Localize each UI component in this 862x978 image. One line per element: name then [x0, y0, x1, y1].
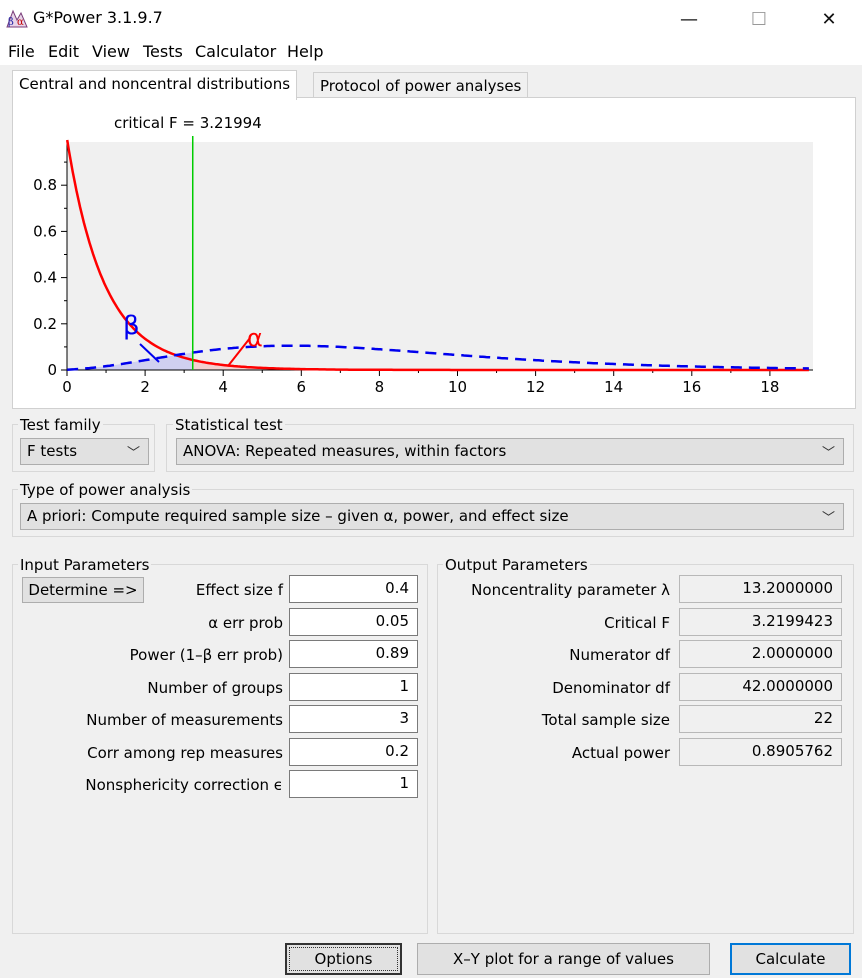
tab-protocol[interactable]: Protocol of power analyses	[313, 72, 529, 98]
svg-text:α: α	[17, 17, 24, 28]
distribution-chart: critical F = 3.21994 0 2 4 6 8 10 12 14 16 18 0 0.…	[33, 114, 813, 396]
actual-power-label: Actual power	[571, 744, 670, 762]
denominator-df-field: 42.0000000	[679, 673, 842, 701]
x-tick-label: 6	[297, 378, 307, 396]
corr-rep-measures-label: Corr among rep measures	[87, 744, 283, 762]
corr-rep-measures-field[interactable]: 0.2	[289, 738, 418, 766]
beta-pointer	[139, 343, 160, 363]
noncentrality-field: 13.2000000	[679, 575, 842, 603]
plot-background	[67, 142, 813, 370]
menu-edit[interactable]: Edit	[48, 42, 79, 61]
maximize-button[interactable]: ☐	[750, 8, 768, 30]
noncentrality-label: Noncentrality parameter λ	[471, 581, 670, 599]
number-of-measurements-field[interactable]: 3	[289, 705, 418, 733]
input-parameters-group	[12, 564, 428, 934]
denominator-df-label: Denominator df	[552, 679, 670, 697]
power-analysis-value: A priori: Compute required sample size –…	[27, 507, 569, 525]
x-tick-label: 2	[140, 378, 150, 396]
numerator-df-label: Numerator df	[569, 646, 670, 664]
statistical-test-value: ANOVA: Repeated measures, within factors	[183, 442, 507, 460]
alpha-region	[192, 360, 809, 370]
test-family-value: F tests	[27, 442, 78, 460]
y-tick-label: 0.8	[33, 176, 57, 194]
tab-distributions[interactable]: Central and noncentral distributions	[12, 70, 298, 100]
input-parameters-title: Input Parameters	[18, 556, 152, 574]
number-of-groups-label: Number of groups	[147, 679, 283, 697]
number-of-measurements-label: Number of measurements	[86, 711, 283, 729]
tab-bar: Central and noncentral distributions Pro…	[12, 70, 852, 100]
determine-button[interactable]: Determine =>	[22, 577, 144, 603]
x-tick-label: 12	[526, 378, 545, 396]
x-tick-label: 4	[218, 378, 228, 396]
test-family-select[interactable]: F tests ﹀	[20, 438, 149, 465]
x-tick-label: 16	[682, 378, 701, 396]
xy-plot-button[interactable]: X–Y plot for a range of values	[417, 943, 710, 975]
critical-f-label: critical F = 3.21994	[114, 114, 262, 132]
beta-region	[67, 352, 193, 370]
minimize-button[interactable]: —	[680, 8, 698, 30]
numerator-df-field: 2.0000000	[679, 640, 842, 668]
effect-size-label: Effect size f	[195, 581, 283, 599]
alpha-pointer	[227, 337, 251, 367]
menu-file[interactable]: File	[8, 42, 35, 61]
power-field[interactable]: 0.89	[289, 640, 418, 668]
y-tick-label: 0	[47, 361, 57, 379]
menu-view[interactable]: View	[92, 42, 130, 61]
y-tick-label: 0.6	[33, 222, 57, 240]
beta-symbol: β	[123, 311, 140, 341]
x-tick-label: 0	[62, 378, 72, 396]
svg-text:β: β	[8, 17, 14, 28]
menu-calculator[interactable]: Calculator	[195, 42, 277, 61]
y-tick-label: 0.4	[33, 269, 57, 287]
y-tick-label: 0.2	[33, 315, 57, 333]
chevron-down-icon: ﹀	[126, 446, 140, 461]
central-f-curve	[65, 139, 809, 372]
critical-f-output-label: Critical F	[604, 614, 670, 632]
chevron-down-icon: ﹀	[821, 511, 835, 526]
alpha-err-label: α err prob	[208, 614, 283, 632]
chevron-down-icon: ﹀	[821, 446, 835, 461]
test-family-label: Test family	[18, 416, 103, 434]
x-tick-label: 14	[604, 378, 623, 396]
power-analysis-label: Type of power analysis	[18, 481, 193, 499]
calculate-button[interactable]: Calculate	[730, 943, 851, 975]
total-sample-size-field: 22	[679, 705, 842, 733]
alpha-symbol: α	[247, 324, 263, 352]
window-title: G*Power 3.1.9.7	[33, 8, 163, 27]
statistical-test-group	[166, 424, 854, 472]
options-button[interactable]: Options	[285, 943, 402, 975]
power-label: Power (1–β err prob)	[129, 646, 283, 664]
gpower-beta-alpha-icon[interactable]: β α	[6, 8, 28, 28]
effect-size-field[interactable]: 0.4	[289, 575, 418, 603]
nonsphericity-label: Nonsphericity correction ϵ	[85, 776, 283, 794]
title-bar: β α G*Power 3.1.9.7 — ☐ ✕	[0, 0, 862, 38]
critical-f-field: 3.2199423	[679, 608, 842, 636]
total-sample-size-label: Total sample size	[541, 711, 670, 729]
menu-bar: File Edit View Tests Calculator Help	[0, 38, 862, 65]
x-tick-label: 8	[375, 378, 385, 396]
x-tick-label: 10	[448, 378, 467, 396]
distribution-chart-panel: critical F = 3.21994 0 2 4 6 8 10 12 14 16 18 0 0.…	[12, 97, 856, 409]
noncentral-f-curve	[67, 344, 809, 371]
actual-power-field: 0.8905762	[679, 738, 842, 766]
alpha-err-field[interactable]: 0.05	[289, 608, 418, 636]
output-parameters-group	[437, 564, 854, 934]
menu-help[interactable]: Help	[287, 42, 324, 61]
power-analysis-group	[12, 489, 854, 537]
statistical-test-label: Statistical test	[173, 416, 285, 434]
power-analysis-select[interactable]: A priori: Compute required sample size –…	[20, 503, 844, 530]
nonsphericity-field[interactable]: 1	[289, 770, 418, 798]
number-of-groups-field[interactable]: 1	[289, 673, 418, 701]
menu-tests[interactable]: Tests	[143, 42, 183, 61]
x-tick-label: 18	[760, 378, 779, 396]
output-parameters-title: Output Parameters	[443, 556, 590, 574]
close-button[interactable]: ✕	[821, 8, 837, 30]
statistical-test-select[interactable]: ANOVA: Repeated measures, within factors…	[176, 438, 844, 465]
